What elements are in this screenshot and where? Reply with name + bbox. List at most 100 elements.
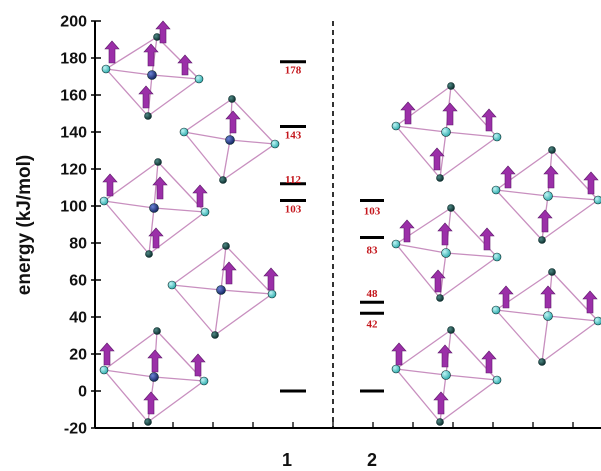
atom [179, 127, 189, 137]
spin-arrow [399, 219, 415, 243]
spin-arrow [143, 43, 159, 67]
bond [103, 369, 149, 423]
bond [395, 125, 447, 133]
atom [548, 146, 556, 154]
bond [147, 74, 153, 117]
x-ticks [132, 422, 574, 428]
atom [219, 176, 227, 184]
spin-arrow [148, 227, 164, 249]
energy-levels: 103 112 143 178 42 48 83 103 [280, 60, 384, 393]
spin-arrow [190, 353, 206, 377]
spin-arrow [99, 342, 115, 366]
atom [593, 316, 601, 326]
bond [395, 368, 441, 423]
atom [447, 204, 455, 212]
spin-arrow [143, 391, 159, 415]
atom [154, 158, 162, 166]
y-tick-label: 200 [60, 14, 87, 31]
atom [222, 242, 230, 250]
molecule-illustrations [99, 20, 601, 426]
bond [229, 139, 276, 145]
bond [222, 143, 276, 181]
bond [148, 207, 155, 255]
atom [167, 280, 177, 290]
spin-arrow [442, 102, 458, 126]
bond [495, 309, 549, 317]
cluster [391, 204, 502, 302]
atom [492, 375, 502, 385]
bond [541, 315, 549, 363]
y-axis-label: energy (kJ/mol) [14, 155, 35, 295]
bond [156, 36, 200, 80]
atom [447, 326, 455, 334]
y-ticks: -20 0 20 40 60 80 100 120 140 160 180 200 [60, 14, 101, 438]
spin-arrow [500, 165, 516, 189]
atom [548, 268, 556, 276]
atom [447, 82, 455, 90]
bond [151, 74, 200, 80]
bond [495, 189, 543, 241]
bond [171, 245, 227, 286]
bond [103, 330, 158, 371]
bond [225, 245, 273, 295]
atom [436, 418, 444, 426]
spin-arrow [263, 267, 279, 291]
spin-arrow [479, 227, 495, 251]
bond [214, 293, 273, 336]
atom [99, 196, 109, 206]
y-tick-label: 40 [69, 310, 87, 327]
y-tick-label: 20 [69, 347, 87, 364]
atom [228, 95, 236, 103]
bond [214, 289, 222, 336]
atom [200, 207, 210, 217]
cluster [491, 268, 601, 366]
atom [492, 132, 502, 142]
bond [439, 136, 498, 179]
cluster [491, 146, 601, 244]
y-tick-label: 140 [60, 125, 87, 142]
atom [391, 364, 401, 374]
bond [105, 36, 158, 70]
bond [495, 189, 549, 197]
energy-level-label: 103 [285, 203, 302, 215]
spin-arrow [225, 110, 241, 134]
bond [222, 139, 231, 181]
bond [147, 380, 205, 423]
atom [194, 74, 204, 84]
energy-level-label: 143 [285, 129, 302, 141]
energy-level-label: 112 [285, 174, 301, 186]
spin-arrow [104, 40, 120, 64]
spin-arrow [437, 344, 453, 368]
atom [538, 358, 546, 366]
spin-arrow [152, 176, 168, 200]
y-tick-label: 0 [78, 384, 87, 401]
bond [439, 379, 498, 423]
atom [225, 135, 235, 145]
axes [94, 21, 601, 429]
bond [495, 309, 543, 363]
bond [147, 78, 200, 117]
atom [538, 236, 546, 244]
energy-level-label: 42 [367, 318, 379, 330]
bond [220, 289, 273, 295]
bond [153, 207, 206, 213]
spin-arrow [147, 349, 163, 373]
cluster [101, 20, 204, 120]
atom [491, 185, 501, 195]
atom [436, 174, 444, 182]
atom [593, 195, 601, 205]
cluster [167, 242, 279, 339]
spin-arrow [391, 342, 407, 366]
bond [103, 200, 150, 255]
bond [171, 284, 222, 291]
atom [144, 418, 152, 426]
atom [153, 33, 161, 41]
bond [171, 284, 216, 336]
spin-arrow [177, 54, 193, 76]
bond [105, 68, 153, 76]
atom [101, 64, 111, 74]
spin-arrow [437, 222, 453, 246]
y-tick-label: 100 [60, 199, 87, 216]
x-category-label-2: 2 [367, 450, 377, 470]
